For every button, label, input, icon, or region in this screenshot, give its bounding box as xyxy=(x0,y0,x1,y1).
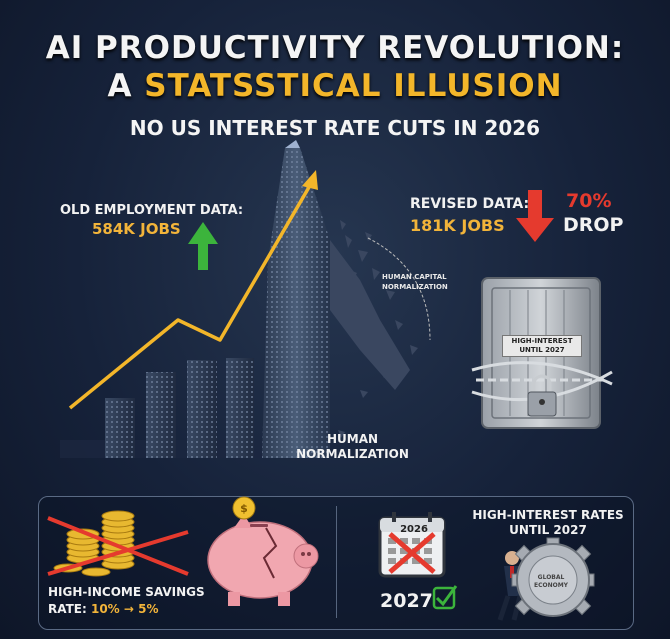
subtitle: NO US INTEREST RATE CUTS IN 2026 xyxy=(129,116,541,140)
savings-rate: RATE: 10% → 5% xyxy=(48,602,158,616)
human-normalization-label: HUMAN NORMALIZATION xyxy=(296,432,409,461)
old-data-label: OLD EMPLOYMENT DATA: xyxy=(60,203,244,218)
savings-rate-prefix: RATE: xyxy=(48,602,91,616)
svg-text:$: $ xyxy=(240,502,248,515)
headline-line-1: AI PRODUCTIVITY REVOLUTION: xyxy=(45,30,625,66)
arrow-down-icon xyxy=(516,190,554,242)
piggy-bank-icon: $ xyxy=(207,496,319,606)
trend-arrow xyxy=(68,170,318,410)
old-data-value: 584K JOBS xyxy=(92,220,181,238)
bar-buildings xyxy=(105,358,254,458)
main-illustration xyxy=(60,140,613,458)
headline-prefix: A xyxy=(107,68,145,104)
calendar-year: 2026 xyxy=(400,524,428,535)
headline-highlight: STATSSTICAL ILLUSION xyxy=(144,68,563,104)
panel-divider xyxy=(336,506,337,618)
checkmark-icon xyxy=(432,585,458,610)
savings-label: HIGH-INCOME SAVINGS xyxy=(48,585,205,599)
headline-line-2: A STATSSTICAL ILLUSION xyxy=(0,68,670,104)
rates-label: HIGH-INTEREST RATES UNTIL 2027 xyxy=(472,508,624,537)
revised-data-value: 181K JOBS xyxy=(410,216,505,235)
gear-icon xyxy=(511,537,595,617)
coin-stack-icon xyxy=(47,510,189,577)
calendar-icon xyxy=(378,512,446,578)
revised-data-label: REVISED DATA: xyxy=(410,196,530,212)
drop-label: DROP xyxy=(563,214,624,236)
skyscraper xyxy=(262,140,330,458)
drop-percent: 70% xyxy=(566,190,612,212)
shattered-fragments xyxy=(330,220,418,438)
gear-label: GLOBAL ECONOMY xyxy=(533,574,569,589)
new-year-label: 2027 xyxy=(380,590,433,612)
arrow-up-icon xyxy=(188,222,218,270)
savings-rate-value: 10% → 5% xyxy=(90,602,159,616)
bottom-illustrations: $ xyxy=(47,496,595,621)
human-capital-label: HUMAN CAPITAL NORMALIZATION xyxy=(382,273,448,291)
padlock-icon xyxy=(527,374,557,417)
vault-sign: HIGH-INTEREST UNTIL 2027 xyxy=(502,335,582,357)
